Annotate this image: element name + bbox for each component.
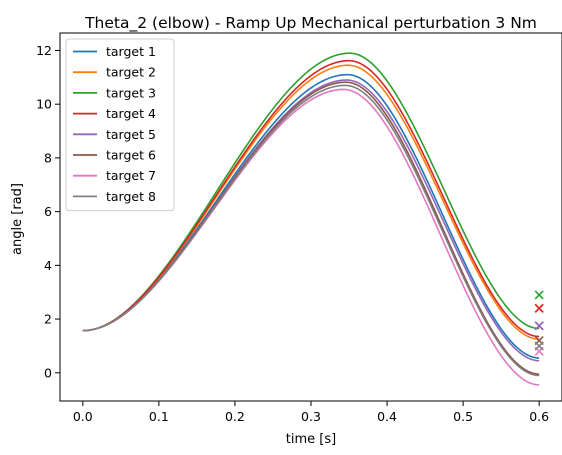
legend-item: target 4 xyxy=(73,106,156,121)
x-tick-label: 0.3 xyxy=(301,409,321,424)
y-tick-label: 12 xyxy=(36,43,52,58)
y-tick-label: 10 xyxy=(36,97,52,112)
x-axis-ticks: 0.0 0.1 0.2 0.3 0.4 0.5 0.6 xyxy=(73,401,549,424)
y-axis-ticks: 0 2 4 6 8 10 12 xyxy=(36,43,60,380)
series-line-8 xyxy=(82,84,540,377)
legend-item: target 2 xyxy=(73,65,156,80)
x-tick-label: 0.1 xyxy=(149,409,169,424)
end-marker-4 xyxy=(534,303,544,313)
end-marker-8 xyxy=(534,341,544,351)
series-line-4 xyxy=(82,59,540,338)
end-marker-5 xyxy=(534,321,544,331)
plot-frame xyxy=(59,32,562,402)
end-markers xyxy=(534,290,544,356)
legend-item: target 5 xyxy=(73,127,156,142)
x-tick-label: 0.0 xyxy=(73,409,93,424)
y-tick-label: 0 xyxy=(44,365,52,380)
y-tick-label: 2 xyxy=(44,312,52,327)
legend-label: target 6 xyxy=(106,148,156,163)
end-marker-3 xyxy=(534,290,544,300)
legend-item: target 1 xyxy=(73,44,156,59)
legend-label: target 2 xyxy=(106,65,156,80)
legend-item: target 8 xyxy=(73,189,156,204)
y-tick-label: 6 xyxy=(44,204,52,219)
x-tick-label: 0.6 xyxy=(529,409,549,424)
x-tick-label: 0.4 xyxy=(377,409,397,424)
x-axis-label: time [s] xyxy=(286,432,336,447)
legend-label: target 8 xyxy=(106,189,156,204)
legend-label: target 1 xyxy=(106,44,156,59)
legend-item: target 3 xyxy=(73,85,156,100)
series-lines xyxy=(82,52,540,386)
chart-title: Theta_2 (elbow) - Ramp Up Mechanical per… xyxy=(84,14,537,33)
x-tick-label: 0.5 xyxy=(453,409,473,424)
legend-label: target 4 xyxy=(106,106,156,121)
legend-label: target 5 xyxy=(106,127,156,142)
legend-label: target 3 xyxy=(106,85,156,100)
y-tick-label: 4 xyxy=(44,258,52,273)
y-axis-label: angle [rad] xyxy=(10,183,25,255)
y-tick-label: 8 xyxy=(44,150,52,165)
legend: target 1 target 2 target 3 target 4 target 5… xyxy=(65,38,175,212)
legend-frame xyxy=(65,38,175,212)
legend-label: target 7 xyxy=(106,168,156,183)
legend-item: target 6 xyxy=(73,148,156,163)
legend-item: target 7 xyxy=(73,168,156,183)
x-tick-label: 0.2 xyxy=(225,409,245,424)
